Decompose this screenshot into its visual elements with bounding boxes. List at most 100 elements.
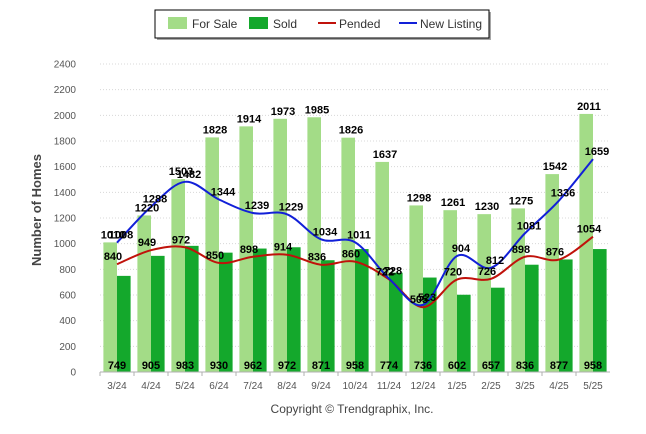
line-new-listing xyxy=(116,158,594,307)
y-tick-label: 2000 xyxy=(54,111,77,122)
data-label-new-listing: 1081 xyxy=(517,220,541,232)
x-tick-label: 4/25 xyxy=(549,381,569,392)
data-label-pended: 1054 xyxy=(577,224,602,236)
data-label-sold: 930 xyxy=(210,360,228,372)
data-label-pended: 836 xyxy=(308,252,326,264)
data-label-for-sale: 1220 xyxy=(135,202,159,214)
data-label-sold: 836 xyxy=(516,360,534,372)
x-tick-label: 1/25 xyxy=(447,381,467,392)
data-label-new-listing: 523 xyxy=(418,292,436,304)
bar-sold xyxy=(355,249,369,372)
x-tick-label: 11/24 xyxy=(377,381,402,392)
data-label-sold: 962 xyxy=(244,360,262,372)
bar-for-sale xyxy=(375,161,389,372)
y-tick-label: 800 xyxy=(59,265,76,276)
bar-for-sale xyxy=(205,137,219,372)
data-label-new-listing: 1482 xyxy=(177,169,201,181)
bar-sold xyxy=(287,247,301,372)
y-tick-label: 1600 xyxy=(54,162,77,173)
data-label-pended: 850 xyxy=(206,250,224,262)
x-tick-label: 9/24 xyxy=(311,381,331,392)
legend: For Sale Sold Pended New Listing xyxy=(154,9,491,40)
data-label-sold: 657 xyxy=(482,360,500,372)
data-label-for-sale: 1826 xyxy=(339,125,363,137)
data-label-sold: 905 xyxy=(142,360,160,372)
x-tick-label: 7/24 xyxy=(243,381,263,392)
x-tick-label: 10/24 xyxy=(342,381,367,392)
y-tick-label: 1400 xyxy=(54,188,77,199)
data-label-pended: 720 xyxy=(444,267,462,279)
data-label-new-listing: 1011 xyxy=(347,229,371,241)
data-label-for-sale: 1914 xyxy=(237,113,262,125)
y-tick-label: 0 xyxy=(70,368,76,379)
y-tick-label: 1000 xyxy=(54,239,77,250)
x-tick-label: 6/24 xyxy=(209,381,229,392)
data-label-new-listing: 1288 xyxy=(143,194,167,206)
y-tick-label: 1800 xyxy=(54,137,77,148)
legend-items: For Sale Sold Pended New Listing xyxy=(168,17,482,31)
data-label-for-sale: 1298 xyxy=(407,192,431,204)
y-tick-label: 600 xyxy=(59,291,76,302)
x-tick-label: 5/25 xyxy=(583,381,603,392)
bar-sold xyxy=(253,248,267,372)
data-label-pended: 505 xyxy=(410,294,428,306)
data-label-new-listing: 728 xyxy=(384,266,402,278)
data-label-for-sale: 1973 xyxy=(271,106,295,118)
bar-for-sale xyxy=(273,118,287,372)
data-label-for-sale: 1828 xyxy=(203,124,227,136)
legend-swatch-sold xyxy=(249,17,268,29)
data-label-sold: 774 xyxy=(380,360,399,372)
bar-sold xyxy=(593,249,607,372)
line-pended xyxy=(116,235,594,309)
data-label-pended: 876 xyxy=(546,247,564,259)
bar-sold xyxy=(457,294,471,372)
bars xyxy=(103,113,607,373)
y-axis-title: Number of Homes xyxy=(29,154,44,266)
data-label-new-listing: 1008 xyxy=(109,230,133,242)
data-label-for-sale: 1275 xyxy=(509,195,533,207)
y-tick-label: 2400 xyxy=(54,60,77,71)
bar-sold xyxy=(525,264,539,372)
data-label-pended: 722 xyxy=(376,266,394,278)
legend-label-for-sale: For Sale xyxy=(192,17,238,31)
data-label-for-sale: 1230 xyxy=(475,201,499,213)
data-label-for-sale: 1503 xyxy=(169,166,193,178)
copyright-text: Copyright © Trendgraphix, Inc. xyxy=(271,402,434,416)
data-label-pended: 898 xyxy=(512,244,530,256)
bar-sold xyxy=(389,272,403,372)
data-label-for-sale: 1542 xyxy=(543,161,567,173)
data-label-sold: 749 xyxy=(108,360,126,372)
axes: 0 200 400 600 800 1000 1200 1400 1600 1800 2000 220… xyxy=(54,60,610,392)
legend-label-new-listing: New Listing xyxy=(420,17,482,31)
x-tick-label: 12/24 xyxy=(410,381,435,392)
data-label-pended: 726 xyxy=(478,266,496,278)
data-label-new-listing: 1239 xyxy=(245,200,269,212)
legend-label-sold: Sold xyxy=(273,17,297,31)
data-label-sold: 877 xyxy=(550,360,568,372)
x-tick-label: 3/25 xyxy=(515,381,535,392)
data-label-pended: 914 xyxy=(274,242,293,254)
data-label-sold: 958 xyxy=(584,360,602,372)
bar-sold xyxy=(219,252,233,372)
series-lines xyxy=(116,158,594,309)
data-label-sold: 602 xyxy=(448,360,466,372)
legend-label-pended: Pended xyxy=(339,17,380,31)
data-label-new-listing: 1659 xyxy=(585,146,609,158)
bar-for-sale xyxy=(409,205,423,372)
data-label-sold: 958 xyxy=(346,360,364,372)
bar-sold xyxy=(559,259,573,372)
bar-for-sale xyxy=(443,210,457,372)
y-tick-label: 400 xyxy=(59,316,76,327)
data-label-for-sale: 1010 xyxy=(101,229,125,241)
data-label-pended: 972 xyxy=(172,234,190,246)
data-label-pended: 840 xyxy=(104,251,122,263)
data-label-sold: 983 xyxy=(176,360,194,372)
data-label-for-sale: 1261 xyxy=(441,197,465,209)
bar-for-sale xyxy=(171,179,185,372)
bar-for-sale xyxy=(103,242,117,372)
bar-for-sale xyxy=(239,126,253,373)
bar-for-sale xyxy=(307,117,321,372)
bar-sold xyxy=(491,287,505,372)
data-label-sold: 972 xyxy=(278,360,296,372)
